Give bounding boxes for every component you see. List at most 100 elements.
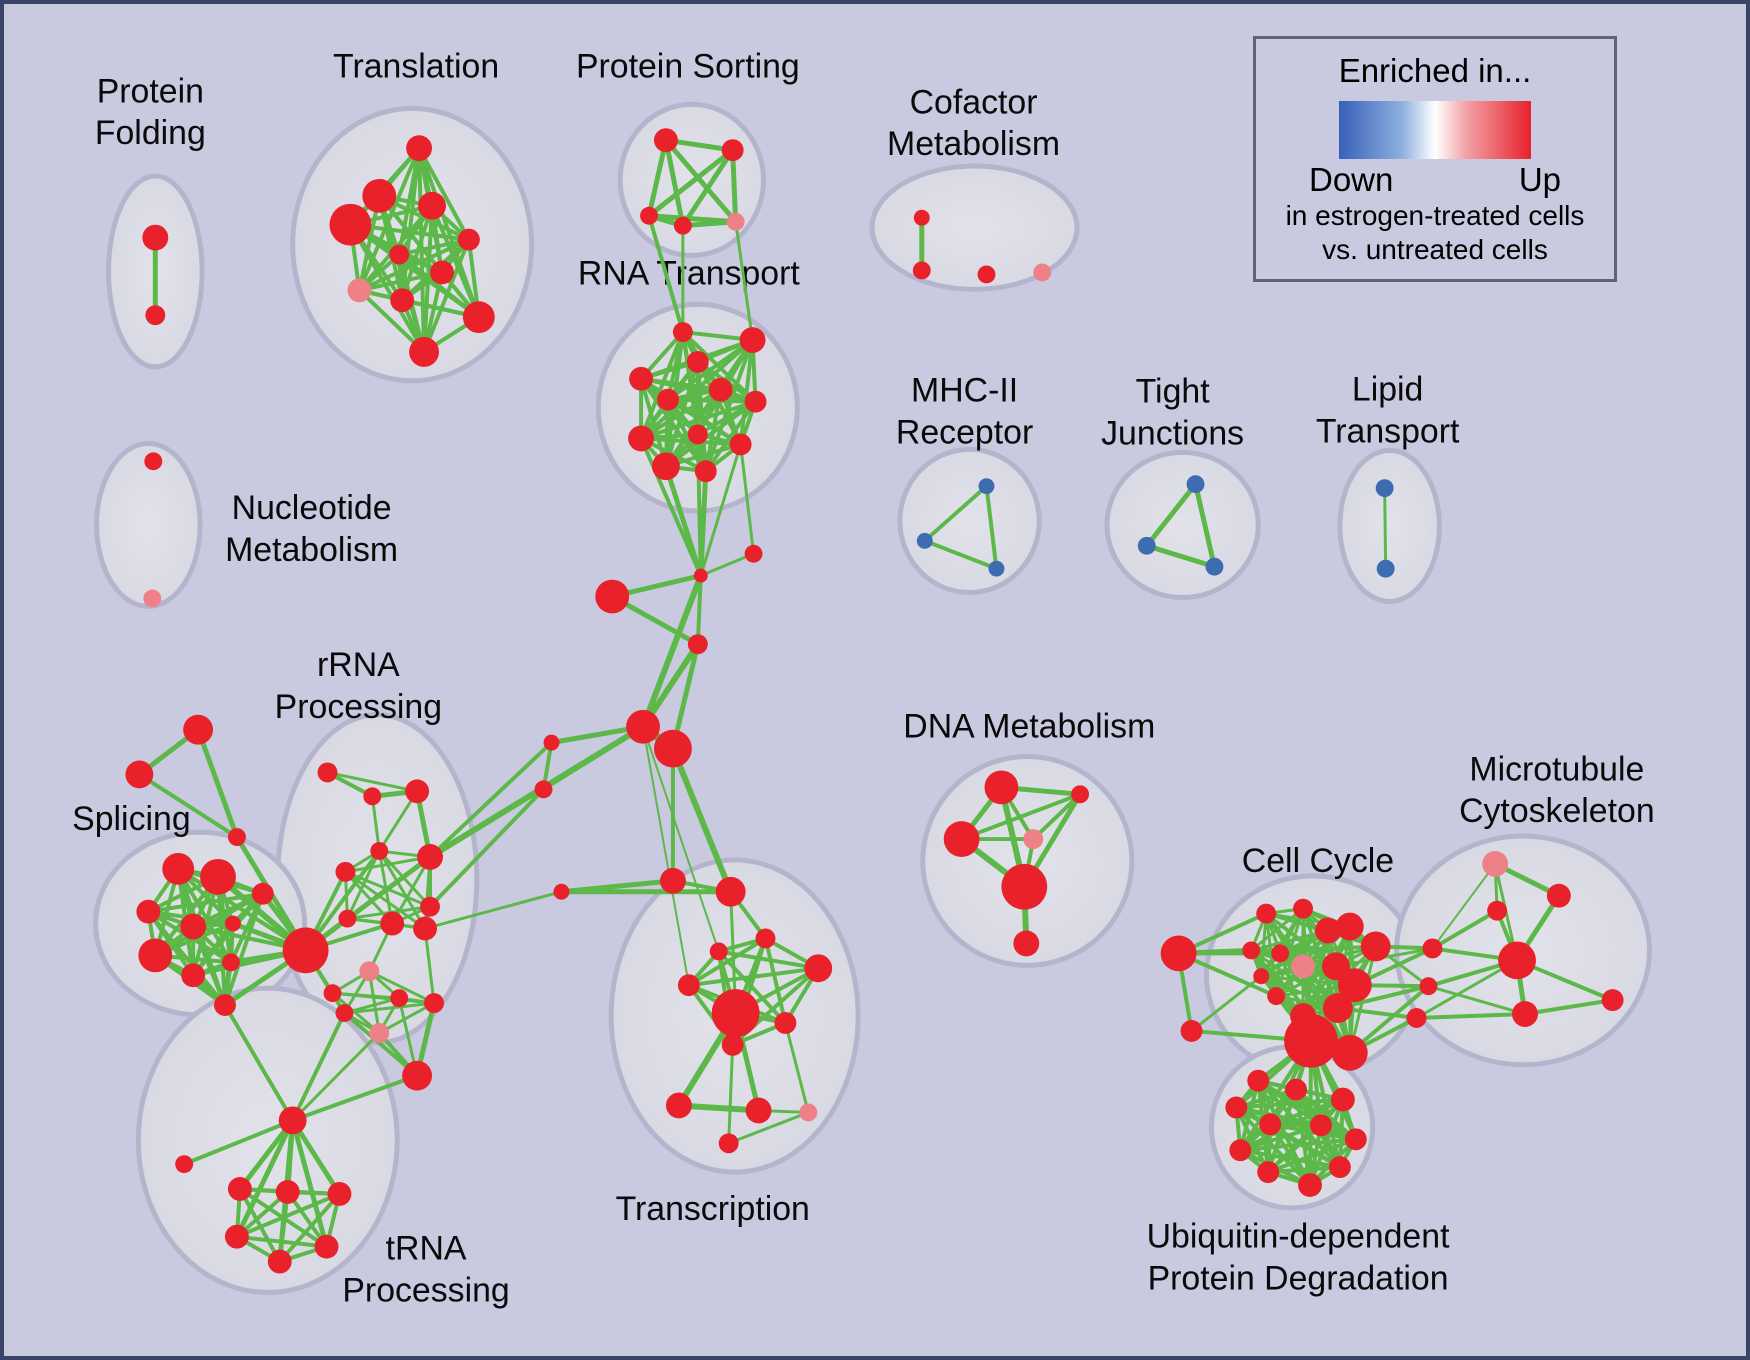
network-node-74[interactable] xyxy=(380,911,405,936)
network-node-51[interactable] xyxy=(534,780,553,799)
network-node-131[interactable] xyxy=(1406,1008,1427,1028)
network-node-107[interactable] xyxy=(943,821,980,857)
network-node-139[interactable] xyxy=(1285,1078,1308,1101)
network-node-4[interactable] xyxy=(418,191,446,220)
network-node-136[interactable] xyxy=(1512,1001,1538,1027)
network-node-67[interactable] xyxy=(317,762,338,783)
network-node-31[interactable] xyxy=(729,433,752,456)
network-node-146[interactable] xyxy=(1257,1161,1280,1184)
network-node-95[interactable] xyxy=(709,942,728,961)
network-node-18[interactable] xyxy=(913,209,930,226)
network-node-40[interactable] xyxy=(1137,536,1156,555)
network-node-49[interactable] xyxy=(654,729,692,768)
network-node-116[interactable] xyxy=(1335,912,1364,941)
network-node-99[interactable] xyxy=(774,1012,797,1034)
network-node-38[interactable] xyxy=(988,560,1005,577)
network-node-134[interactable] xyxy=(1487,900,1508,921)
network-node-135[interactable] xyxy=(1498,941,1536,980)
network-node-114[interactable] xyxy=(1293,898,1313,919)
network-node-35[interactable] xyxy=(143,589,162,608)
network-node-76[interactable] xyxy=(413,916,438,941)
network-node-17[interactable] xyxy=(726,212,745,231)
network-node-108[interactable] xyxy=(1023,829,1044,849)
network-node-21[interactable] xyxy=(1033,263,1052,282)
network-node-36[interactable] xyxy=(978,478,995,495)
network-node-20[interactable] xyxy=(977,265,996,284)
network-node-89[interactable] xyxy=(224,1224,249,1249)
network-node-27[interactable] xyxy=(708,377,733,402)
network-node-63[interactable] xyxy=(221,953,240,972)
network-node-24[interactable] xyxy=(629,366,654,391)
network-node-41[interactable] xyxy=(1205,557,1224,576)
network-node-96[interactable] xyxy=(804,954,833,983)
network-node-0[interactable] xyxy=(142,224,169,251)
network-node-37[interactable] xyxy=(916,532,933,549)
network-node-129[interactable] xyxy=(1422,938,1443,959)
network-node-88[interactable] xyxy=(327,1182,352,1206)
network-node-60[interactable] xyxy=(224,915,241,932)
network-node-93[interactable] xyxy=(715,876,746,907)
network-node-92[interactable] xyxy=(659,867,686,894)
network-node-5[interactable] xyxy=(329,203,372,246)
network-node-94[interactable] xyxy=(755,928,776,949)
network-node-103[interactable] xyxy=(799,1103,818,1122)
network-node-32[interactable] xyxy=(652,452,680,481)
network-node-54[interactable] xyxy=(125,760,154,789)
network-node-52[interactable] xyxy=(553,883,570,900)
network-node-39[interactable] xyxy=(1186,475,1205,494)
network-node-25[interactable] xyxy=(686,350,709,373)
network-node-72[interactable] xyxy=(417,844,443,870)
network-node-84[interactable] xyxy=(278,1106,307,1135)
network-node-16[interactable] xyxy=(673,216,692,235)
network-node-28[interactable] xyxy=(744,390,767,413)
network-node-78[interactable] xyxy=(323,984,342,1003)
network-node-57[interactable] xyxy=(200,858,236,895)
network-node-75[interactable] xyxy=(420,896,440,917)
network-node-69[interactable] xyxy=(405,779,430,804)
network-node-137[interactable] xyxy=(1601,989,1624,1012)
network-node-10[interactable] xyxy=(390,288,415,313)
network-node-42[interactable] xyxy=(1375,479,1394,498)
network-node-48[interactable] xyxy=(626,709,660,744)
network-node-138[interactable] xyxy=(1247,1069,1270,1092)
network-node-1[interactable] xyxy=(145,305,166,326)
network-node-6[interactable] xyxy=(457,228,480,251)
network-node-133[interactable] xyxy=(1546,883,1571,908)
network-node-26[interactable] xyxy=(657,388,679,411)
network-node-87[interactable] xyxy=(275,1180,300,1204)
network-node-61[interactable] xyxy=(138,938,173,973)
network-node-81[interactable] xyxy=(424,993,444,1014)
network-node-29[interactable] xyxy=(628,425,655,452)
network-node-77[interactable] xyxy=(359,961,380,982)
network-node-143[interactable] xyxy=(1310,1114,1332,1137)
network-node-82[interactable] xyxy=(402,1060,433,1091)
network-node-43[interactable] xyxy=(1376,559,1395,578)
network-node-117[interactable] xyxy=(1360,931,1391,962)
network-node-8[interactable] xyxy=(430,260,454,285)
network-node-34[interactable] xyxy=(144,452,163,471)
network-node-62[interactable] xyxy=(181,963,206,988)
network-node-73[interactable] xyxy=(338,909,357,928)
network-node-144[interactable] xyxy=(1344,1128,1367,1151)
network-node-65[interactable] xyxy=(214,994,236,1017)
network-node-30[interactable] xyxy=(687,424,708,445)
network-node-141[interactable] xyxy=(1225,1096,1248,1119)
network-node-132[interactable] xyxy=(1482,850,1509,877)
network-node-142[interactable] xyxy=(1259,1113,1282,1136)
network-node-3[interactable] xyxy=(362,178,397,213)
network-node-147[interactable] xyxy=(1298,1173,1322,1197)
network-node-130[interactable] xyxy=(1419,977,1438,996)
network-node-110[interactable] xyxy=(1013,930,1040,957)
network-node-111[interactable] xyxy=(1160,935,1197,972)
network-node-11[interactable] xyxy=(462,301,495,334)
network-node-109[interactable] xyxy=(1001,863,1048,910)
network-node-118[interactable] xyxy=(1242,941,1261,960)
network-node-140[interactable] xyxy=(1330,1087,1355,1112)
network-node-112[interactable] xyxy=(1180,1019,1203,1042)
network-node-33[interactable] xyxy=(694,460,717,483)
network-node-105[interactable] xyxy=(984,770,1019,805)
network-node-126[interactable] xyxy=(1322,993,1353,1023)
network-node-101[interactable] xyxy=(665,1092,692,1119)
network-node-123[interactable] xyxy=(1337,968,1372,1003)
network-node-53[interactable] xyxy=(183,714,214,745)
